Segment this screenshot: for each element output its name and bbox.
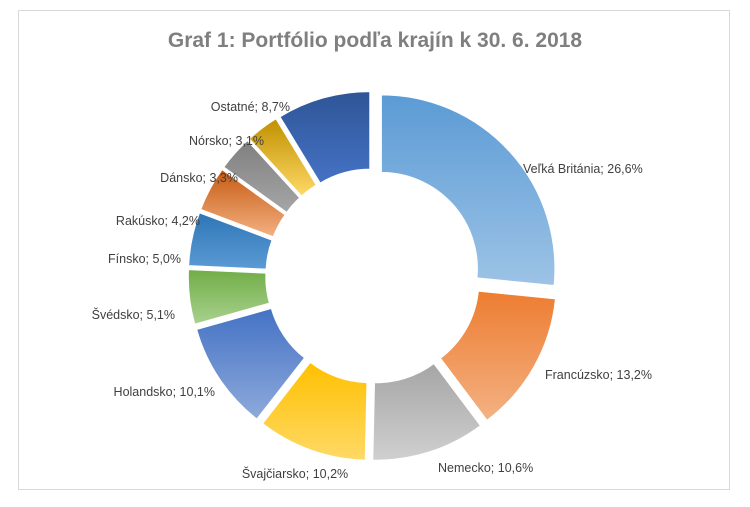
slice-label-9: Nórsko; 3,1% <box>189 134 264 148</box>
donut-slice-10 <box>278 90 371 185</box>
donut-slice-9 <box>247 117 318 198</box>
donut-slice-7 <box>199 168 287 239</box>
slice-label-2: Nemecko; 10,6% <box>438 461 533 475</box>
slice-label-1: Francúzsko; 13,2% <box>545 368 652 382</box>
donut-slice-1 <box>439 290 557 422</box>
donut-slice-3 <box>261 361 368 462</box>
slice-label-6: Fínsko; 5,0% <box>108 252 181 266</box>
slice-label-3: Švajčiarsko; 10,2% <box>242 466 348 481</box>
chart-title: Graf 1: Portfólio podľa krajín k 30. 6. … <box>167 29 583 52</box>
donut-chart: Veľká Británia; 26,6% Francúzsko; 13,2% Ne… <box>92 90 652 481</box>
donut-slice-6 <box>187 211 274 271</box>
slice-label-8: Dánsko; 3,3% <box>160 171 238 185</box>
slice-label-7: Rakúsko; 4,2% <box>116 214 200 228</box>
donut-slice-8 <box>222 139 302 214</box>
donut-slice-0 <box>380 93 556 287</box>
chart-frame: Graf 1: Portfólio podľa krajín k 30. 6. … <box>18 10 730 490</box>
donut-slice-2 <box>371 362 482 462</box>
slice-label-4: Holandsko; 10,1% <box>114 385 215 399</box>
slice-label-10: Ostatné; 8,7% <box>211 100 290 114</box>
slice-label-0: Veľká Británia; 26,6% <box>523 162 643 176</box>
donut-slice-4 <box>195 307 306 421</box>
slice-label-5: Švédsko; 5,1% <box>92 307 175 322</box>
donut-slice-5 <box>187 268 271 326</box>
